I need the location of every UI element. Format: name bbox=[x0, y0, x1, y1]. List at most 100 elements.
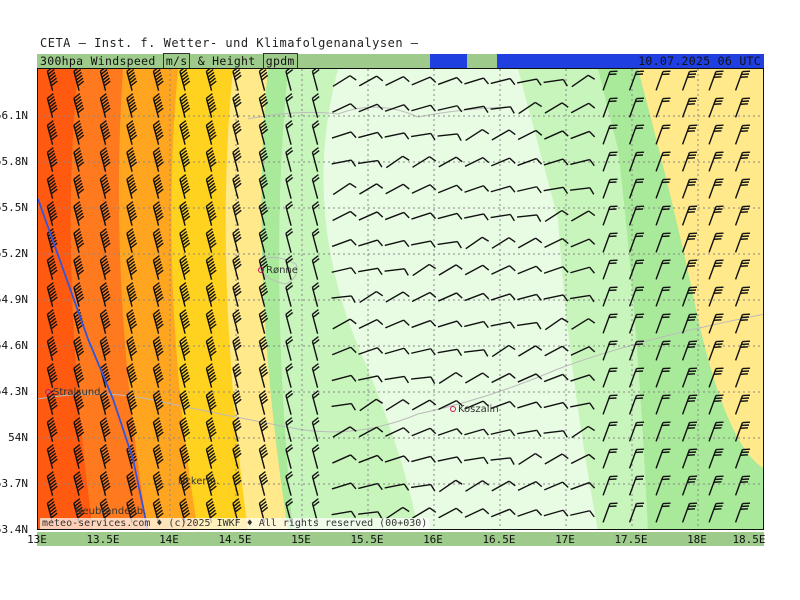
wind-barb bbox=[205, 201, 217, 226]
wind-barb bbox=[357, 159, 383, 168]
wind-barb bbox=[152, 417, 164, 442]
wind-barb bbox=[628, 367, 645, 388]
wind-barb bbox=[126, 471, 138, 496]
wind-barb bbox=[491, 372, 516, 384]
coastline-2 bbox=[38, 313, 763, 433]
wind-barb bbox=[544, 345, 569, 357]
wind-barb bbox=[734, 367, 751, 388]
wind-barb bbox=[517, 265, 543, 275]
wind-barb bbox=[544, 209, 569, 223]
wind-barb bbox=[655, 97, 671, 118]
wind-barb bbox=[179, 228, 191, 253]
wind-barb bbox=[232, 93, 242, 118]
wind-barb bbox=[708, 367, 724, 388]
wind-barb bbox=[73, 147, 85, 172]
wind-barb bbox=[708, 394, 724, 415]
wind-barb bbox=[73, 444, 85, 469]
city-stralsund: Stralsund bbox=[45, 387, 101, 398]
wind-barb bbox=[232, 363, 242, 388]
wind-barb bbox=[258, 417, 269, 442]
wind-barb bbox=[358, 347, 384, 355]
wind-barb bbox=[152, 282, 164, 307]
wind-barb bbox=[358, 482, 383, 491]
wind-barb bbox=[99, 255, 111, 280]
wind-barb bbox=[708, 205, 724, 226]
lat-label: 54.3N bbox=[0, 385, 28, 398]
wind-barb bbox=[734, 286, 751, 307]
wind-barb bbox=[410, 483, 436, 492]
wind-barb bbox=[311, 417, 320, 442]
wind-barb bbox=[258, 363, 269, 388]
wind-barb bbox=[205, 336, 217, 361]
wind-barb bbox=[179, 201, 191, 226]
wind-barb bbox=[46, 417, 58, 442]
wind-barb bbox=[358, 318, 384, 330]
wind-barb bbox=[490, 77, 516, 86]
wind-barb bbox=[46, 69, 58, 91]
city-uckermunde: Uckerm. bbox=[178, 476, 220, 487]
wind-barb bbox=[491, 237, 516, 249]
wind-barb bbox=[126, 309, 138, 334]
wind-barb bbox=[543, 158, 569, 166]
wind-barb bbox=[628, 475, 645, 496]
wind-barb bbox=[126, 255, 138, 280]
wind-barb bbox=[311, 471, 320, 496]
wind-barb bbox=[205, 444, 217, 469]
wind-barb bbox=[385, 319, 410, 329]
wind-barb bbox=[258, 147, 269, 172]
wind-barb bbox=[734, 70, 751, 91]
unit-height: gpdm bbox=[262, 53, 298, 69]
wind-barb bbox=[438, 264, 463, 276]
wind-barb bbox=[385, 291, 410, 303]
wind-barb bbox=[126, 363, 138, 388]
wind-barb bbox=[385, 183, 410, 195]
wind-barb bbox=[602, 286, 618, 307]
wind-barb bbox=[73, 120, 85, 145]
wind-barb bbox=[205, 471, 217, 496]
wind-barb bbox=[518, 452, 543, 466]
wind-barb bbox=[655, 475, 671, 496]
wind-barb bbox=[602, 421, 618, 442]
wind-barb bbox=[655, 367, 671, 388]
wind-barb bbox=[681, 205, 698, 226]
wind-barb bbox=[708, 313, 724, 334]
wind-barb bbox=[570, 453, 596, 465]
wind-barb bbox=[311, 363, 320, 388]
wind-barb bbox=[232, 147, 242, 172]
wind-barb bbox=[205, 309, 217, 334]
wind-barb bbox=[465, 480, 490, 492]
wind-barb bbox=[205, 390, 217, 415]
wind-barb bbox=[681, 70, 698, 91]
wind-barb bbox=[655, 151, 671, 172]
lon-label: 15.5E bbox=[350, 533, 384, 546]
wind-barb bbox=[517, 293, 542, 301]
wind-barb bbox=[628, 97, 645, 118]
bornholm-coast bbox=[259, 256, 298, 285]
wind-barb bbox=[46, 363, 58, 388]
wind-barb bbox=[232, 309, 242, 334]
band-right-yellow bbox=[638, 69, 763, 468]
wind-barb bbox=[332, 182, 357, 196]
wind-barb bbox=[99, 69, 111, 91]
wind-barb bbox=[99, 444, 111, 469]
wind-barb bbox=[681, 232, 698, 253]
wind-barb bbox=[517, 157, 543, 167]
wind-barb bbox=[438, 507, 463, 519]
wind-barb bbox=[331, 482, 357, 490]
parameter-and: & Height bbox=[197, 54, 256, 68]
wind-barb bbox=[655, 502, 671, 523]
wind-barb bbox=[437, 76, 463, 86]
wind-barb bbox=[411, 399, 437, 411]
wind-barb bbox=[517, 429, 542, 438]
wind-barb bbox=[384, 347, 410, 355]
wind-barb bbox=[734, 475, 751, 496]
wind-barb bbox=[708, 124, 724, 145]
wind-barb bbox=[232, 174, 242, 199]
wind-barb bbox=[491, 265, 516, 275]
wind-barb bbox=[311, 174, 320, 199]
wind-barb bbox=[708, 502, 724, 523]
wind-barb bbox=[734, 232, 751, 253]
wind-barb bbox=[708, 286, 724, 307]
wind-barb bbox=[411, 240, 436, 248]
wind-barb bbox=[437, 320, 463, 328]
